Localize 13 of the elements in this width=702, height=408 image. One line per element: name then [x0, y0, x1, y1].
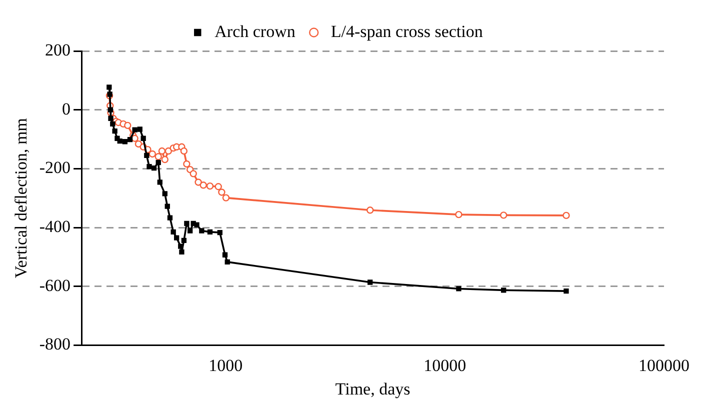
y-tick-label: -600: [39, 276, 71, 295]
x-tick-label: 100000: [638, 356, 690, 375]
legend-label: L/4-span cross section: [330, 22, 484, 41]
y-tick-label: -200: [39, 158, 71, 178]
y-tick-label: 200: [45, 40, 71, 60]
x-tick-label: 1000: [208, 356, 243, 375]
x-tick-label: 10000: [424, 356, 466, 375]
legend-label: Arch crown: [214, 22, 296, 41]
x-axis-title: Time, days: [335, 379, 410, 398]
y-tick-label: -800: [39, 334, 71, 354]
y-axis-title: Vertical deflection, mm: [12, 118, 31, 278]
y-tick-label: -400: [39, 216, 71, 236]
y-tick-label: 0: [62, 99, 71, 118]
